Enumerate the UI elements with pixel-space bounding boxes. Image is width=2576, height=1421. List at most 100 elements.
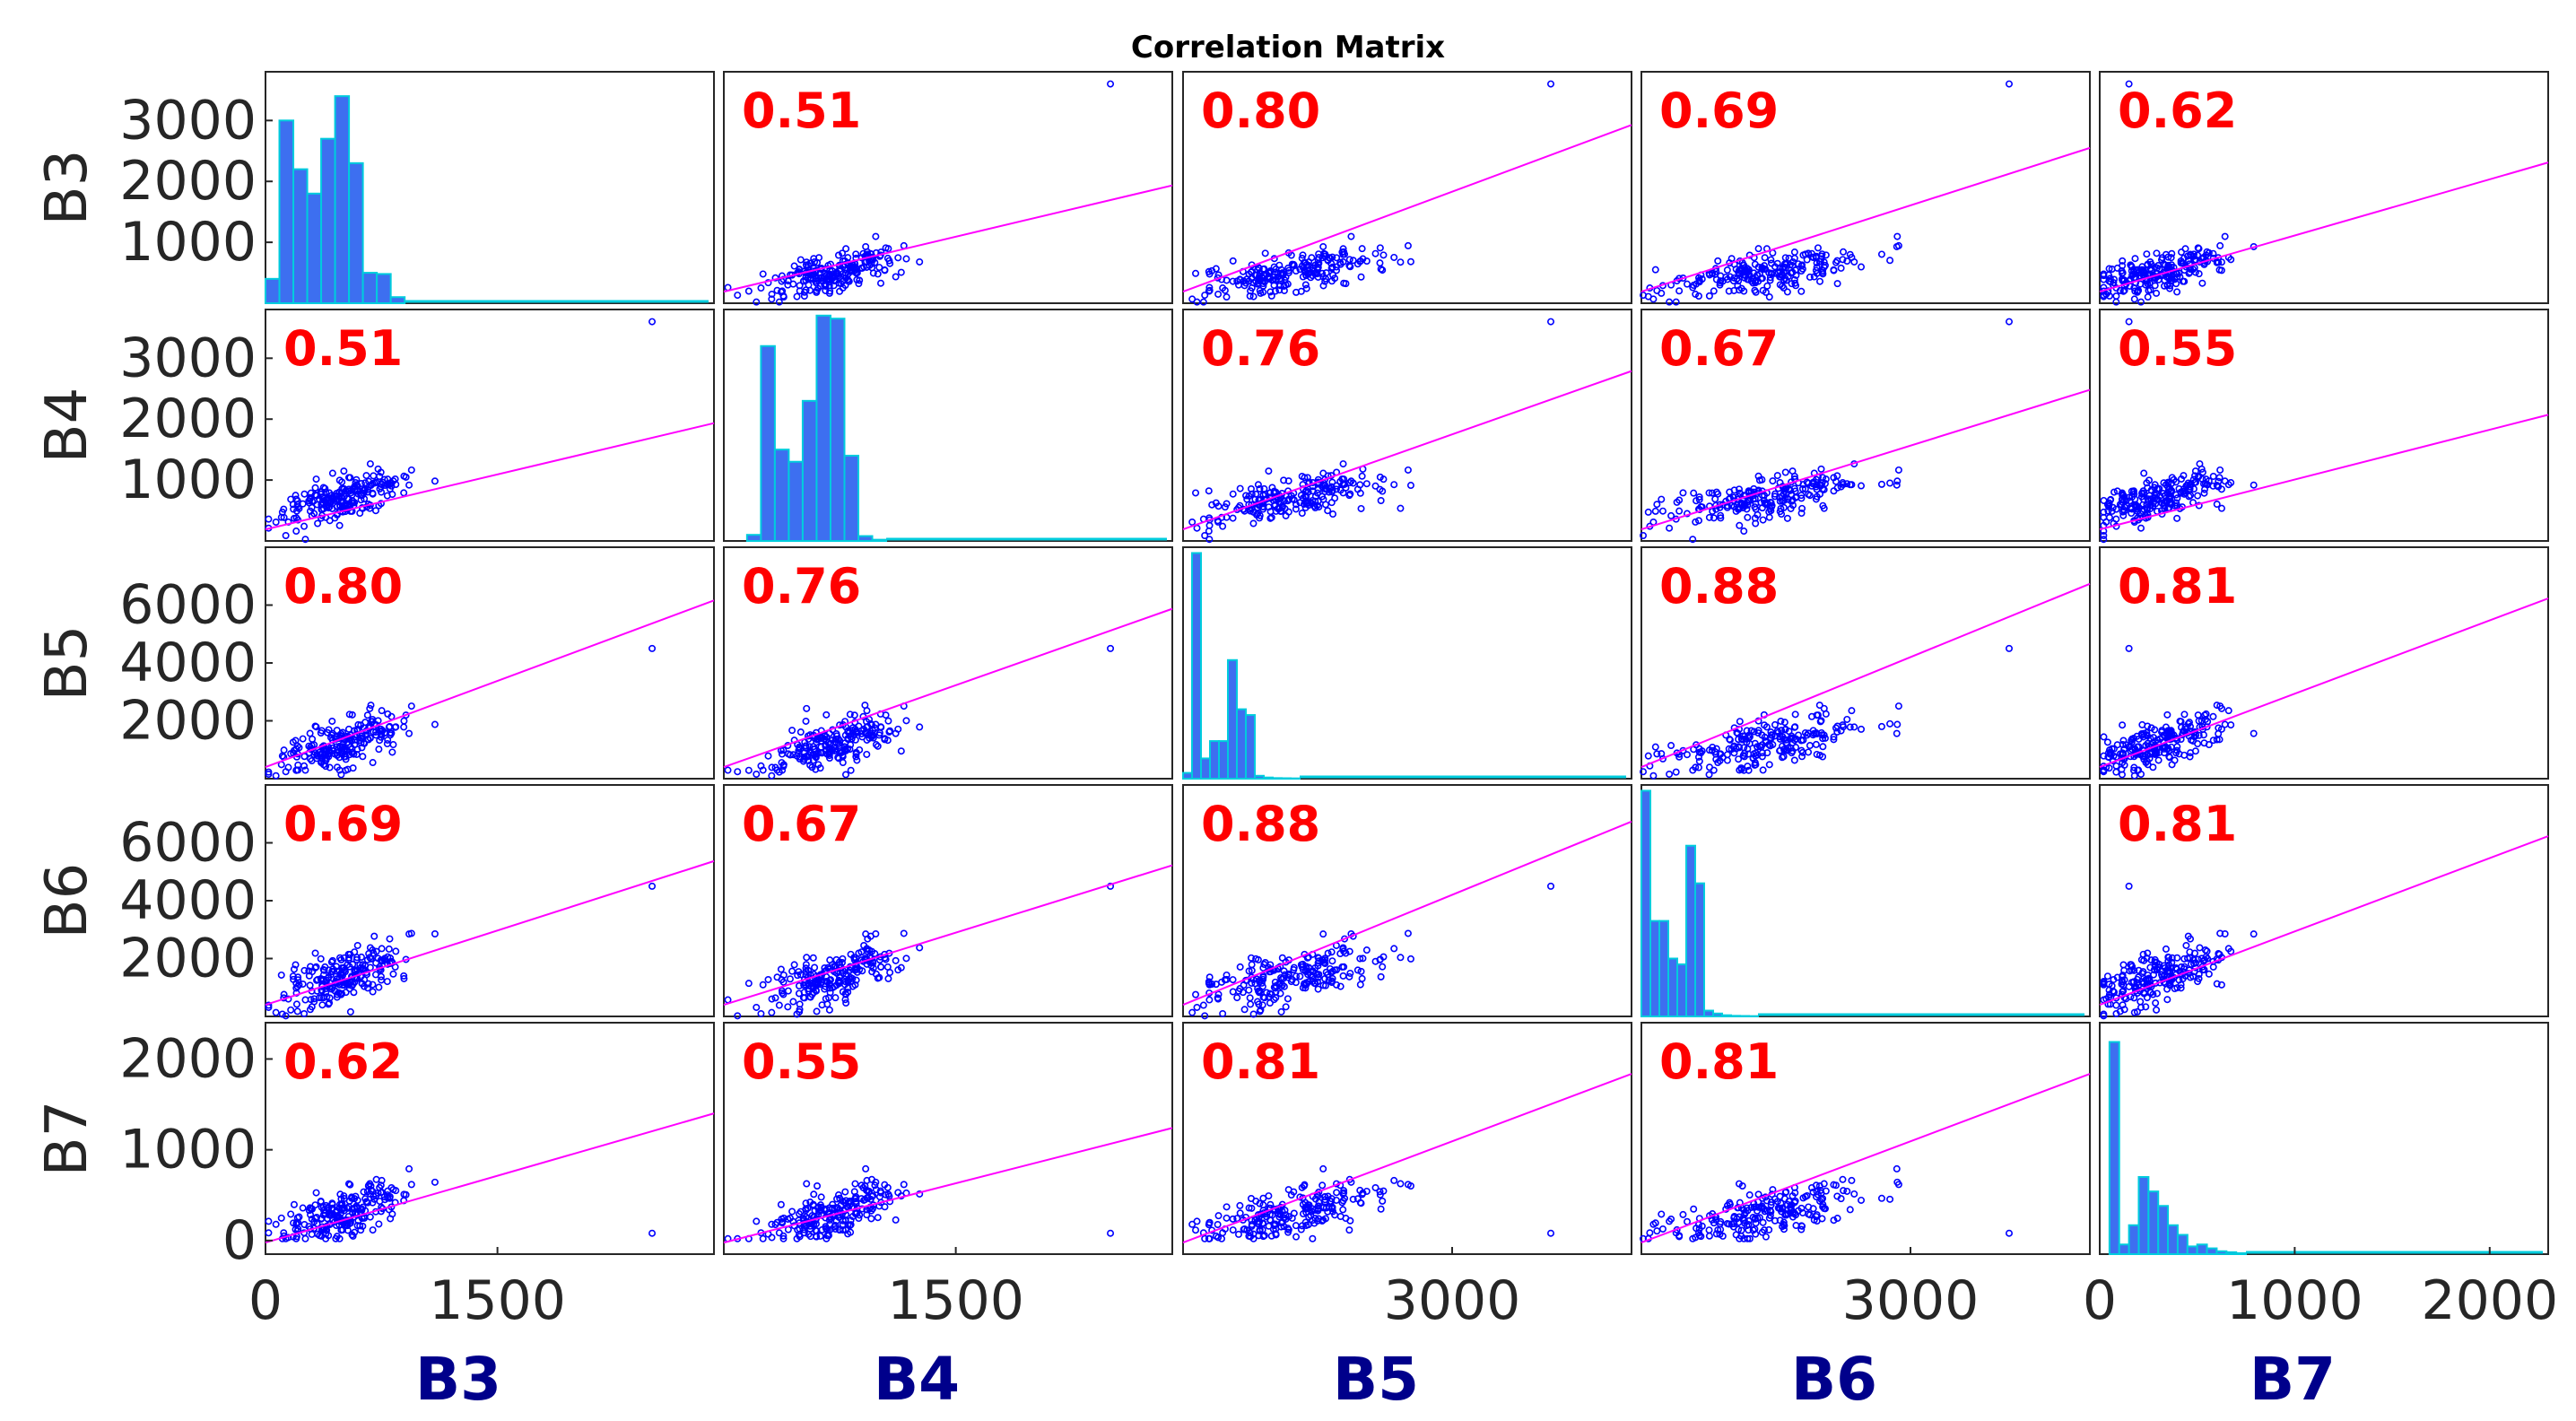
scatter-point	[1261, 249, 1269, 257]
scatter-point	[1223, 500, 1231, 508]
y-tick-label: 1000	[119, 449, 257, 511]
scatter-point	[1832, 477, 1840, 485]
scatter-point	[345, 954, 353, 962]
scatter-point	[799, 994, 807, 1002]
scatter-point	[1771, 493, 1779, 501]
scatter-point	[344, 738, 352, 746]
scatter-point	[337, 771, 345, 779]
histogram-bar	[1694, 882, 1705, 1018]
scatter-point	[1758, 753, 1766, 761]
histogram-bar	[1272, 777, 1283, 780]
scatter-point	[2151, 492, 2159, 500]
scatter-point	[1716, 281, 1724, 289]
scatter-point	[2138, 489, 2146, 497]
y-tick-label: 2000	[119, 690, 257, 753]
scatter-point	[1725, 287, 1733, 295]
column-label-B3: B3	[415, 1345, 501, 1414]
scatter-point	[1377, 497, 1385, 505]
scatter-point	[1843, 480, 1851, 488]
scatter-point	[1653, 501, 1661, 509]
scatter-point	[1745, 766, 1753, 774]
scatter-point	[280, 990, 288, 998]
scatter-point	[265, 515, 273, 523]
scatter-point	[1758, 504, 1766, 512]
scatter-point	[1640, 531, 1648, 539]
scatter-point	[1729, 277, 1737, 285]
scatter-point	[897, 747, 905, 755]
scatter-point	[2165, 727, 2173, 735]
scatter-point	[2213, 482, 2221, 490]
scatter-point	[344, 981, 352, 989]
scatter-point	[1758, 741, 1766, 749]
scatter-point	[337, 955, 345, 963]
correlation-label: 0.76	[1201, 320, 1320, 377]
scatter-point	[875, 731, 883, 739]
scatter-point	[1737, 284, 1745, 292]
scatter-point	[265, 768, 273, 776]
scatter-point	[734, 1012, 742, 1020]
scatter-point	[351, 487, 359, 495]
scatter-point	[2120, 286, 2128, 294]
scatter-point	[2217, 725, 2225, 733]
scatter-point	[318, 1001, 326, 1009]
scatter-point	[813, 1007, 821, 1016]
correlation-label: 0.88	[1201, 796, 1320, 852]
scatter-point	[814, 749, 822, 757]
scatter-point	[407, 929, 415, 937]
scatter-point	[1327, 499, 1336, 507]
scatter-point	[1833, 484, 1841, 492]
scatter-point	[2173, 746, 2181, 754]
scatter-point	[1651, 266, 1659, 274]
histogram-bar	[2167, 1224, 2179, 1255]
scatter-point	[850, 711, 858, 719]
scatter-point	[1256, 277, 1264, 285]
scatter-point	[1740, 753, 1748, 761]
scatter-point	[1765, 761, 1773, 769]
column-label-B5: B5	[1333, 1345, 1419, 1414]
scatter-point	[1832, 724, 1840, 732]
scatter-point	[855, 280, 863, 288]
scatter-point	[892, 729, 900, 737]
scatter-point	[1356, 257, 1364, 265]
scatter-point	[407, 466, 415, 474]
scatter-point	[812, 765, 820, 773]
scatter-point	[916, 723, 924, 731]
scatter-point	[357, 496, 365, 504]
scatter-point	[2110, 488, 2119, 496]
scatter-point	[2163, 483, 2171, 491]
scatter-point	[825, 754, 833, 763]
scatter-point	[882, 244, 890, 252]
scatter-point	[1830, 736, 1838, 744]
scatter-point	[431, 720, 439, 728]
scatter-point	[1790, 248, 1798, 257]
y-tick-label: 6000	[119, 574, 257, 637]
scatter-point	[885, 728, 893, 736]
x-tick-label: 2000	[2421, 1269, 2558, 1332]
scatter-point	[334, 763, 342, 772]
scatter-point	[744, 766, 753, 774]
scatter-point	[1832, 258, 1840, 266]
scatter-point	[1358, 245, 1366, 253]
scatter-point	[369, 759, 377, 767]
scatter-point	[1349, 257, 1357, 265]
column-labels: B3 B4 B5 B6 B7	[415, 1345, 2336, 1414]
scatter-point	[387, 482, 396, 490]
scatter-point	[822, 710, 831, 719]
scatter-point	[359, 735, 367, 743]
scatter-point	[1404, 241, 1412, 249]
x-tick-label: 1500	[887, 1269, 1024, 1332]
scatter-point	[1188, 295, 1197, 303]
row-label-B7: B7	[34, 1101, 100, 1177]
scatter-point	[768, 763, 776, 772]
scatter-point	[1758, 749, 1766, 757]
scatter-point	[1192, 269, 1200, 277]
scatter-point	[1695, 748, 1703, 756]
scatter-point	[1776, 508, 1784, 516]
scatter-point	[835, 273, 843, 281]
x-tick-label: 3000	[1842, 1269, 1980, 1332]
correlation-label: 0.51	[742, 83, 861, 139]
scatter-point	[818, 1001, 826, 1009]
scatter-point	[2167, 254, 2175, 262]
scatter-point	[1304, 499, 1312, 507]
histogram-bar	[348, 161, 364, 304]
